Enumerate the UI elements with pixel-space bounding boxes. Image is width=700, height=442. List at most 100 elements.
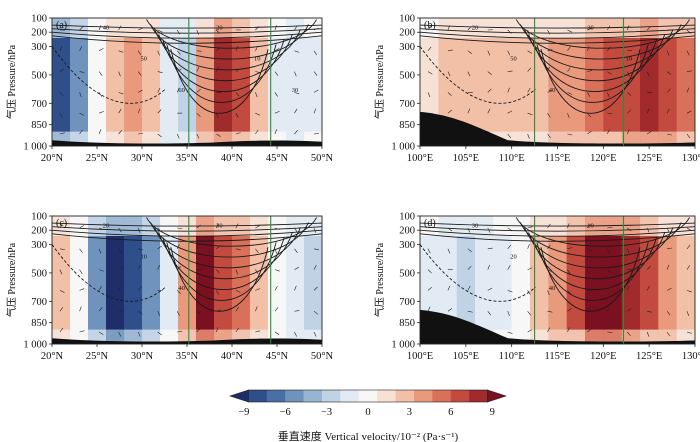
wind-arrow [646,130,652,135]
colorbar-segment [469,390,488,402]
contour-lines [420,217,695,312]
wind-arrow [547,327,551,333]
contour-line [420,31,695,39]
wind-arrow [587,130,592,135]
wind-arrow [527,50,533,54]
y-axis-label: 气压 Pressure/hPa [5,242,18,317]
wind-arrow [547,310,553,313]
wind-arrow [686,331,692,334]
wind-arrow [646,331,650,337]
heatmap-cell-upper [621,216,641,236]
wind-arrow [507,133,511,139]
heatmap-cell-upper [640,216,659,236]
wind-arrow [59,248,65,251]
wind-arrow [313,50,317,56]
wind-arrow [567,247,573,250]
wind-arrow [567,113,570,118]
wind-arrow [235,113,239,118]
heatmap-cell-lower [142,329,161,344]
wind-arrow [686,50,690,56]
heatmap-cell-lower [658,131,678,146]
wind-arrow [587,306,590,312]
colorbar-tick-label: 6 [448,407,453,418]
y-tick-label: 300 [31,42,47,53]
x-tick-label: 50°N [311,153,334,164]
wind-arrow [294,71,297,77]
contour-line [170,49,269,114]
contour-label: 10 [141,254,148,261]
heatmap-cell [124,235,143,330]
wind-arrow [138,89,143,93]
wind-arrow [274,111,280,114]
heatmap-cell-lower [640,131,659,146]
x-tick-label: 30°N [131,351,154,362]
panel-label: (c) [56,218,67,229]
wind-arrow [216,29,221,34]
heatmap-cell [511,235,531,330]
colorbar-segment [229,389,249,403]
wind-arrow [567,46,571,51]
wind-arrow [98,48,104,52]
wind-arrow [626,248,630,254]
terrain-mask [420,111,695,146]
heatmap-cell-lower [585,131,604,146]
wind-arrow [467,108,471,114]
wind-arrow [274,25,278,31]
y-tick-label: 700 [399,99,415,110]
wind-arrow [527,244,530,249]
wind-arrow [567,133,573,136]
heatmap-cell [456,37,476,132]
wind-arrow [216,47,221,52]
colorbar-tick-label: −9 [238,407,249,418]
contour-line [420,35,695,44]
wind-arrow [98,111,104,114]
wind-arrow [118,129,123,135]
panel-label: (a) [56,20,67,31]
wind-arrow [138,27,143,31]
colorbar-tick-label: 0 [365,407,370,418]
heatmap-cell-lower [603,329,623,344]
x-tick-label: 50°N [311,351,334,362]
wind-arrow [196,290,199,296]
wind-arrow [216,290,220,295]
x-tick-label: 20°N [41,153,64,164]
wind-arrow [507,311,510,316]
wind-arrow [157,245,163,250]
wind-arrow [216,113,219,118]
contour-line [52,31,322,39]
contour-label: 40 [178,285,185,292]
heatmap-cell-lower [566,131,586,146]
wind-arrow [137,227,141,233]
heatmap-cell [548,235,568,330]
heatmap-cell [232,37,251,132]
heatmap-cell [438,235,458,330]
wind-arrow [527,112,533,116]
wind-arrow [274,248,278,254]
wind-arrow [626,285,630,291]
wind-arrow [467,310,473,313]
contour-line [52,229,322,237]
colorbar-tick-label: −6 [280,407,291,418]
colorbar-segment [414,390,433,402]
wind-arrow [427,248,431,254]
wind-arrow [294,248,298,253]
wind-arrow [646,108,650,114]
wind-arrow [587,269,590,275]
wind-arrow [274,227,280,230]
contour-line [528,34,666,82]
y-axis-label: 气压 Pressure/hPa [373,44,386,119]
wind-arrow [118,267,124,270]
wind-arrow [274,92,278,97]
wind-arrow [487,287,493,291]
wind-arrow [646,71,650,77]
wind-arrow [157,227,162,232]
colorbar-segment [358,390,378,402]
y-tick-label: 100 [399,14,415,25]
wind-arrow [157,109,162,114]
heatmap-cell [52,235,71,330]
wind-arrow [98,71,103,76]
contour-line [52,222,322,227]
wind-arrow [547,244,551,249]
wind-arrow [138,132,144,135]
terrain-mask [52,338,322,344]
